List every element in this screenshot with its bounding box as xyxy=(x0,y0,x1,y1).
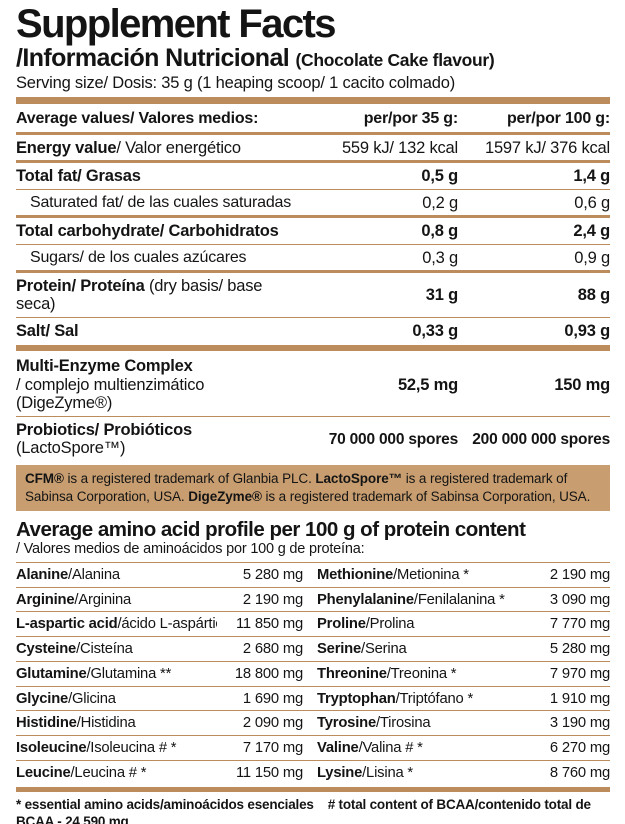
energy-per100: 1597 kJ/ 376 kcal xyxy=(484,138,610,157)
serving-size: Serving size/ Dosis: 35 g (1 heaping sco… xyxy=(16,73,456,92)
row-salt: Salt/ Sal 0,33 g 0,93 g xyxy=(16,321,610,340)
column-header-per100: per/por 100 g: xyxy=(506,109,610,127)
column-header-values: Average values/ Valores medios: xyxy=(16,109,259,127)
row-saturated-fat: Saturated fat/ de las cuales saturadas 0… xyxy=(16,190,610,219)
amino-acid-table: Alanine/Alanina 5 280 mg Methionine/Metio… xyxy=(16,561,610,785)
row-protein: Protein/ Proteína (dry basis/ base seca)… xyxy=(16,273,610,318)
nutrition-table-header: Average values/ Valores medios: per/por … xyxy=(16,104,610,135)
sugars-per100: 0,9 g xyxy=(574,248,610,267)
row-carbohydrate: Total carbohydrate/ Carbohidratos 0,8 g … xyxy=(16,218,610,245)
row-multi-enzyme: Multi-Enzyme Complex / complejo multienzi… xyxy=(16,353,610,417)
amino-row: L-aspartic acid/ácido L-aspártico11 850 … xyxy=(16,612,610,638)
nutrition-table: Average values/ Valores medios: per/por … xyxy=(16,104,610,461)
energy-per35: 559 kJ/ 132 kcal xyxy=(341,138,458,157)
salt-per100: 0,93 g xyxy=(564,321,610,340)
sugars-per35: 0,3 g xyxy=(422,248,458,267)
flavour-note: (Chocolate Cake flavour) xyxy=(295,49,495,70)
footnote-1: * essential amino acids/aminoácidos esen… xyxy=(16,796,591,824)
amino-profile-heading: Average amino acid profile per 100 g of … xyxy=(16,518,526,542)
amino-row: Glutamine/Glutamina ** 18 800 mg Threonin… xyxy=(16,662,610,687)
amino-row: Histidine/Histidina 2 090 mg Tyrosine/Tir… xyxy=(16,711,610,737)
probiotics-per100: 200 000 000 spores xyxy=(472,430,610,448)
enzyme-per35: 52,5 mg xyxy=(397,375,458,394)
amino-row: Cysteine/Cisteína 2 680 mg Serine/Serina 5… xyxy=(16,637,610,662)
fat-per35: 0,5 g xyxy=(421,167,458,186)
amino-row: Leucine/Leucina # * 11 150 mg Lysine/Lisi… xyxy=(16,764,610,781)
section-divider xyxy=(16,96,610,104)
amino-row: Isoleucine/Isoleucina # * 7 170 mg Valine… xyxy=(16,736,610,761)
trademark-note: CFM® is a registered trademark of Glanbi… xyxy=(16,464,610,512)
carb-per35: 0,8 g xyxy=(421,222,458,241)
row-probiotics: Probiotics/ Probióticos (LactoSpore™) 70… xyxy=(16,420,610,458)
fat-per100: 1,4 g xyxy=(573,167,610,186)
amino-profile-subheading: / Valores medios de aminoácidos por 100 … xyxy=(16,540,365,557)
row-energy: Energy value/ Valor energético 559 kJ/ 1… xyxy=(16,135,610,164)
amino-row: Arginine/Arginina 2 190 mg Phenylalanine/… xyxy=(16,588,610,613)
protein-per100: 88 g xyxy=(577,286,610,305)
amino-row: Glycine/Glicina 1 690 mg Tryptophan/Tript… xyxy=(16,687,610,712)
row-total-fat: Total fat/ Grasas 0,5 g 1,4 g xyxy=(16,163,610,190)
amino-row: Alanine/Alanina 5 280 mg Methionine/Metio… xyxy=(16,563,610,588)
footnotes: * essential amino acids/aminoácidos esen… xyxy=(16,796,610,824)
section-divider xyxy=(16,345,610,352)
salt-per35: 0,33 g xyxy=(412,321,458,340)
carb-per100: 2,4 g xyxy=(573,222,610,241)
column-header-per35: per/por 35 g: xyxy=(363,109,459,127)
satfat-per100: 0,6 g xyxy=(574,193,610,212)
row-sugars: Sugars/ de los cuales azúcares 0,3 g 0,9… xyxy=(16,245,610,274)
subtitle: /Información Nutricional (Chocolate Cake… xyxy=(16,43,610,72)
enzyme-per100: 150 mg xyxy=(554,375,610,394)
section-divider xyxy=(16,786,610,792)
page-title: Supplement Facts xyxy=(16,2,337,46)
subtitle-text: /Información Nutricional xyxy=(16,43,290,72)
protein-per35: 31 g xyxy=(425,286,458,305)
probiotics-per35: 70 000 000 spores xyxy=(328,430,459,448)
satfat-per35: 0,2 g xyxy=(422,193,458,212)
